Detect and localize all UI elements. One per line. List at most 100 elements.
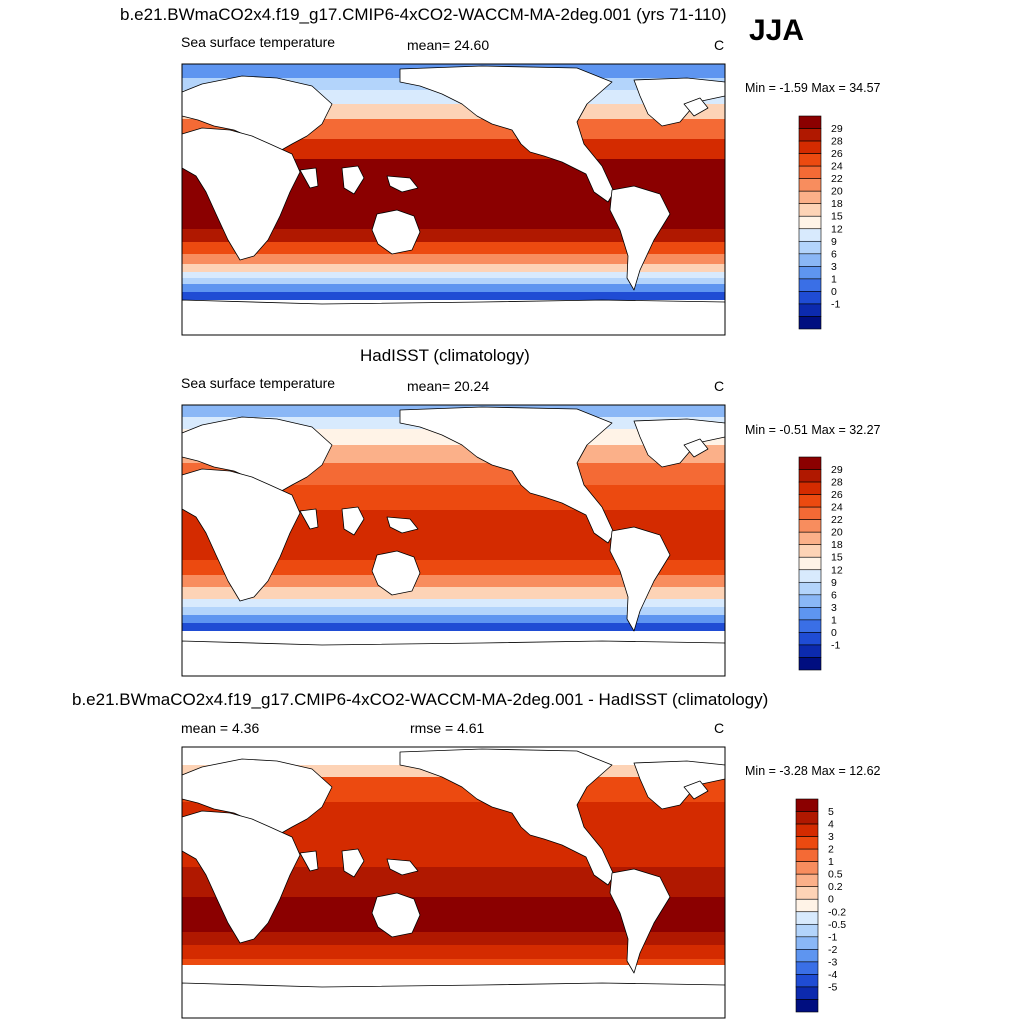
colorbar-box — [798, 115, 822, 129]
colorbar-tick-label: 4 — [828, 819, 834, 831]
colorbar-box — [795, 986, 819, 1000]
sst-contour-band — [182, 959, 725, 965]
colorbar-box — [798, 481, 822, 495]
continent-outline — [181, 640, 726, 677]
sst-contour-band — [182, 292, 725, 300]
colorbar-box — [798, 266, 822, 280]
colorbar-box — [795, 974, 819, 988]
sst-contour-band — [182, 575, 725, 587]
colorbar-box — [798, 569, 822, 583]
panel-2-mean-label: mean= 20.24 — [407, 378, 490, 394]
continent-outline — [341, 506, 365, 536]
panel-1-units-label: C — [714, 37, 725, 53]
map-frame — [181, 63, 726, 336]
colorbar-tick-label: 2 — [828, 844, 834, 856]
colorbar-box — [798, 469, 822, 483]
continent-outline — [341, 848, 365, 878]
colorbar-box — [798, 278, 822, 292]
panel-3-rmse-label: rmse = 4.61 — [410, 720, 485, 736]
colorbar-box — [795, 811, 819, 825]
colorbar-box — [798, 594, 822, 608]
colorbar-tick-label: 29 — [831, 464, 843, 476]
colorbar-tick-label: 12 — [831, 564, 843, 576]
colorbar-tick-label: 5 — [828, 806, 834, 818]
continent-outline — [299, 167, 319, 189]
colorbar-tick-label: 26 — [831, 148, 843, 160]
continent-outline — [181, 758, 333, 836]
panel-2-units-label: C — [714, 378, 725, 394]
sst-contour-band — [182, 242, 725, 254]
sst-contour-band — [182, 615, 725, 623]
colorbar-box — [798, 190, 822, 205]
colorbar-tick-label: 1 — [828, 856, 834, 868]
colorbar-box — [798, 140, 822, 154]
continent-outline — [181, 982, 726, 1019]
colorbar-box — [798, 303, 822, 317]
map-frame — [181, 746, 726, 1019]
colorbar-box — [795, 999, 819, 1013]
continent-outline — [371, 209, 421, 255]
panel-1-title: b.e21.BWmaCO2x4.f19_g17.CMIP6-4xCO2-WACC… — [120, 5, 727, 24]
colorbar-box — [795, 861, 819, 875]
colorbar-box — [798, 240, 822, 255]
colorbar-tick-label: 0 — [831, 286, 837, 298]
colorbar-tick-label: 3 — [831, 261, 837, 273]
colorbar-tick-label: -3 — [828, 956, 837, 968]
sst-contour-band — [182, 284, 725, 292]
sst-contour-band — [182, 272, 725, 278]
colorbar-tick-label: 0 — [831, 627, 837, 639]
continent-outline — [371, 550, 421, 596]
colorbar-tick-label: -1 — [828, 931, 837, 943]
continent-outline — [341, 165, 365, 195]
colorbar-box — [798, 531, 822, 546]
colorbar-box — [795, 961, 819, 975]
colorbar-tick-label: 6 — [831, 248, 837, 260]
colorbar-box — [795, 873, 819, 888]
continent-outline — [683, 97, 709, 117]
colorbar-box — [798, 153, 822, 167]
map-frame — [181, 404, 726, 677]
continent-outline — [399, 748, 615, 886]
colorbar-tick-label: 0.5 — [828, 869, 843, 881]
colorbar-tick-label: 18 — [831, 198, 843, 210]
colorbar-tick-label: 22 — [831, 514, 843, 526]
colorbar-tick-label: 1 — [831, 614, 837, 626]
colorbar-box — [798, 632, 822, 646]
colorbar-tick-label: 20 — [831, 527, 843, 539]
sst-contour-band — [182, 587, 725, 599]
colorbar-box — [798, 291, 822, 305]
colorbar-tick-label: 1 — [831, 273, 837, 285]
colorbar-tick-label: 0.2 — [828, 881, 843, 893]
panel-2-title: HadISST (climatology) — [360, 346, 530, 365]
continent-outline — [633, 760, 726, 810]
continent-outline — [181, 810, 301, 944]
continent-outline — [371, 892, 421, 938]
colorbar-box — [798, 544, 822, 558]
season-label: JJA — [749, 14, 805, 47]
sst-contour-band — [182, 599, 725, 607]
continent-outline — [299, 508, 319, 530]
colorbar-box — [795, 823, 819, 837]
sst-contour-band — [182, 278, 725, 284]
continent-outline — [386, 175, 419, 193]
colorbar-tick-label: 20 — [831, 186, 843, 198]
colorbar-tick-label: 28 — [831, 477, 843, 489]
colorbar-box — [798, 228, 822, 242]
continent-outline — [609, 185, 671, 291]
colorbar-box — [798, 456, 822, 470]
colorbar-box — [795, 836, 819, 850]
colorbar-box — [798, 215, 822, 230]
colorbar-tick-label: -2 — [828, 944, 837, 956]
continent-outline — [609, 526, 671, 632]
sst-contour-band — [182, 229, 725, 242]
colorbar-tick-label: 12 — [831, 223, 843, 235]
colorbar-box — [798, 203, 822, 217]
continent-outline — [181, 127, 301, 261]
panel-1-minmax-label: Min = -1.59 Max = 34.57 — [745, 81, 881, 95]
panel-3-units-label: C — [714, 720, 725, 736]
continent-outline — [683, 438, 709, 458]
colorbar-tick-label: 22 — [831, 173, 843, 185]
colorbar-tick-label: -1 — [831, 298, 840, 310]
continent-outline — [386, 858, 419, 876]
